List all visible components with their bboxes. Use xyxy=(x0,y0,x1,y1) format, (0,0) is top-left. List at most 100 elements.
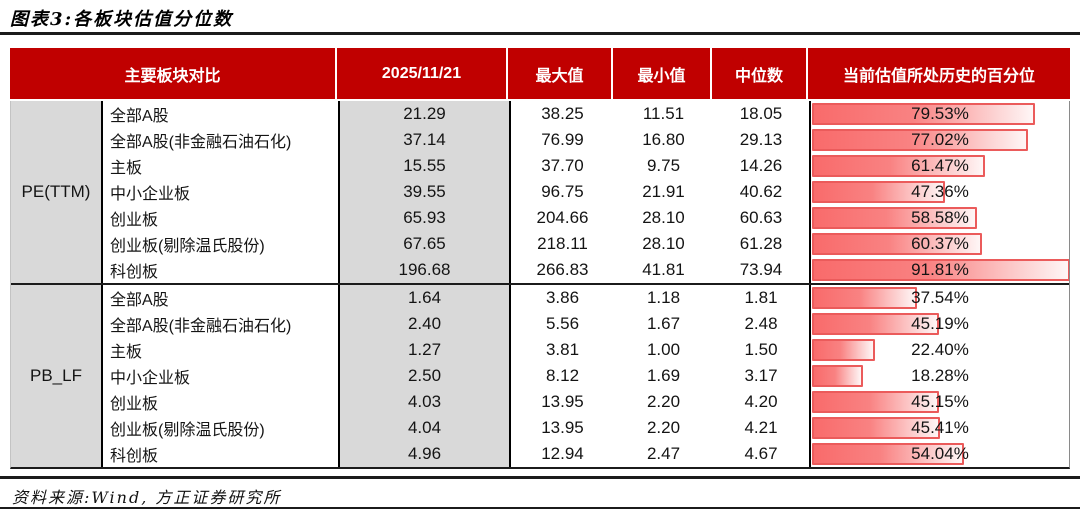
percentile-bar xyxy=(812,259,1069,281)
percentile-bar xyxy=(812,365,864,387)
cell-max-value: 12.94 xyxy=(509,441,614,467)
cell-percentile: 37.54% xyxy=(809,285,1069,311)
cell-min-value: 11.51 xyxy=(642,104,685,123)
cell-median-value: 4.67 xyxy=(744,444,778,463)
cell-percentile: 47.36% xyxy=(809,179,1069,205)
cell-median-value: 3.17 xyxy=(744,366,778,385)
cell-max-value: 8.12 xyxy=(509,363,614,389)
cell-median-value: 18.05 xyxy=(739,104,783,123)
cell-min-value: 1.69 xyxy=(646,366,681,385)
cell-max-value: 204.66 xyxy=(509,205,614,231)
header-date: 2025/11/21 xyxy=(337,48,508,101)
percentile-bar xyxy=(812,181,946,203)
cell-median-value: 29.13 xyxy=(739,130,783,149)
percentile-label: 77.02% xyxy=(911,130,969,149)
cell-percentile: 79.53% xyxy=(809,101,1069,127)
header-max: 最大值 xyxy=(508,48,613,101)
cell-max-value: 38.25 xyxy=(509,101,614,127)
cell-percentile: 54.04% xyxy=(809,441,1069,467)
cell-sector-name: 全部A股(非金融石油石化) xyxy=(101,311,338,337)
cell-current-value: 4.03 xyxy=(338,389,509,415)
percentile-label: 22.40% xyxy=(911,340,969,359)
table-row: 中小企业板 39.55 96.75 21.91 40.62 47.36% xyxy=(101,179,1069,205)
table-row: 主板 15.55 37.70 9.75 14.26 61.47% xyxy=(101,153,1069,179)
table-section: PB_LF 全部A股 1.64 3.86 1.18 1.81 37.54% 全部A股(非金融石… xyxy=(11,283,1069,467)
cell-percentile: 45.41% xyxy=(809,415,1069,441)
cell-median-value: 40.62 xyxy=(739,182,783,201)
table-header-row: 主要板块对比 2025/11/21 最大值 最小值 中位数 当前估值所处历史的百分位 xyxy=(10,48,1070,101)
table-row: 全部A股 1.64 3.86 1.18 1.81 37.54% xyxy=(101,285,1069,311)
header-median: 中位数 xyxy=(712,48,808,101)
cell-sector-name: 主板 xyxy=(101,153,338,179)
cell-percentile: 77.02% xyxy=(809,127,1069,153)
cell-min-value: 9.75 xyxy=(646,156,681,175)
cell-max-value: 3.86 xyxy=(509,285,614,311)
table-row: 科创板 4.96 12.94 2.47 4.67 54.04% xyxy=(101,441,1069,467)
cell-sector-name: 全部A股 xyxy=(101,101,338,127)
cell-percentile: 60.37% xyxy=(809,231,1069,257)
table-row: 科创板 196.68 266.83 41.81 73.94 91.81% xyxy=(101,257,1069,283)
cell-current-value: 4.04 xyxy=(338,415,509,441)
cell-median-value: 4.21 xyxy=(744,418,778,437)
group-label: PE(TTM) xyxy=(11,101,101,283)
cell-current-value: 65.93 xyxy=(338,205,509,231)
cell-percentile: 45.19% xyxy=(809,311,1069,337)
cell-current-value: 2.50 xyxy=(338,363,509,389)
percentile-label: 61.47% xyxy=(911,156,969,175)
cell-min-value: 21.91 xyxy=(642,182,685,201)
cell-max-value: 13.95 xyxy=(509,389,614,415)
cell-sector-name: 创业板 xyxy=(101,389,338,415)
percentile-bar xyxy=(812,103,1036,125)
cell-sector-name: 中小企业板 xyxy=(101,179,338,205)
cell-current-value: 21.29 xyxy=(338,101,509,127)
percentile-bar xyxy=(812,287,918,309)
percentile-label: 45.41% xyxy=(911,418,969,437)
percentile-bar xyxy=(812,443,964,465)
cell-percentile: 22.40% xyxy=(809,337,1069,363)
cell-current-value: 15.55 xyxy=(338,153,509,179)
cell-min-value: 1.18 xyxy=(646,288,681,307)
cell-current-value: 196.68 xyxy=(338,257,509,283)
percentile-label: 37.54% xyxy=(911,288,969,307)
cell-percentile: 61.47% xyxy=(809,153,1069,179)
percentile-bar xyxy=(812,313,939,335)
table-section: PE(TTM) 全部A股 21.29 38.25 11.51 18.05 79.53% 全部A… xyxy=(11,101,1069,283)
cell-min-value: 2.20 xyxy=(646,392,681,411)
cell-sector-name: 创业板(剔除温氏股份) xyxy=(101,231,338,257)
cell-median-value: 1.50 xyxy=(744,340,778,359)
cell-current-value: 39.55 xyxy=(338,179,509,205)
footer-divider xyxy=(0,476,1080,479)
cell-sector-name: 主板 xyxy=(101,337,338,363)
cell-current-value: 37.14 xyxy=(338,127,509,153)
cell-min-value: 2.20 xyxy=(646,418,681,437)
cell-max-value: 13.95 xyxy=(509,415,614,441)
cell-sector-name: 全部A股(非金融石油石化) xyxy=(101,127,338,153)
cell-sector-name: 中小企业板 xyxy=(101,363,338,389)
table-row: 全部A股 21.29 38.25 11.51 18.05 79.53% xyxy=(101,101,1069,127)
cell-percentile: 45.15% xyxy=(809,389,1069,415)
figure-title: 图表3:各板块估值分位数 xyxy=(10,9,234,30)
cell-sector-name: 科创板 xyxy=(101,257,338,283)
cell-current-value: 67.65 xyxy=(338,231,509,257)
cell-current-value: 1.27 xyxy=(338,337,509,363)
cell-median-value: 4.20 xyxy=(744,392,778,411)
cell-median-value: 14.26 xyxy=(739,156,783,175)
cell-percentile: 58.58% xyxy=(809,205,1069,231)
cell-current-value: 2.40 xyxy=(338,311,509,337)
table-body: PE(TTM) 全部A股 21.29 38.25 11.51 18.05 79.53% 全部A… xyxy=(10,101,1070,469)
cell-median-value: 61.28 xyxy=(739,234,783,253)
cell-percentile: 18.28% xyxy=(809,363,1069,389)
percentile-label: 18.28% xyxy=(911,366,969,385)
cell-median-value: 1.81 xyxy=(744,288,778,307)
percentile-bar xyxy=(812,339,875,361)
cell-min-value: 2.47 xyxy=(646,444,681,463)
cell-min-value: 28.10 xyxy=(642,208,685,227)
cell-percentile: 91.81% xyxy=(809,257,1069,283)
bottom-divider xyxy=(0,507,1080,509)
cell-max-value: 96.75 xyxy=(509,179,614,205)
percentile-label: 58.58% xyxy=(911,208,969,227)
header-percentile: 当前估值所处历史的百分位 xyxy=(808,48,1070,101)
table-row: 全部A股(非金融石油石化) 37.14 76.99 16.80 29.13 77.02% xyxy=(101,127,1069,153)
percentile-bar xyxy=(812,129,1029,151)
cell-sector-name: 全部A股 xyxy=(101,285,338,311)
